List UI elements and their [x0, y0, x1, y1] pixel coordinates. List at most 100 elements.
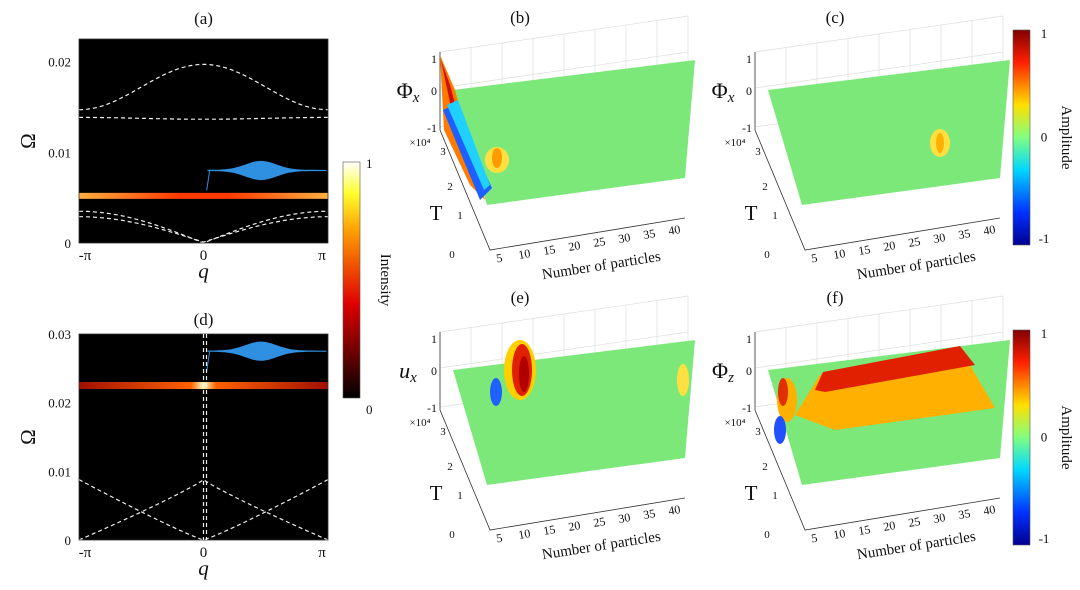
x-axis-label: Number of particles [541, 529, 662, 564]
x-tick-label: 25 [907, 514, 921, 530]
t-axis-label: T [745, 201, 758, 225]
x-tick-label: 35 [642, 506, 656, 522]
surface-ridge [815, 346, 975, 392]
t-tick-label: 2 [447, 181, 453, 193]
surface-feature [492, 148, 502, 168]
x-axis-label: Number of particles [541, 249, 662, 284]
packet-trace [206, 351, 211, 372]
x-tick-label: 20 [567, 518, 581, 534]
x-tick-label: 30 [932, 230, 946, 246]
grid-line [754, 295, 1004, 333]
heatmap-background [79, 39, 328, 243]
colorbar-tick-label: -1 [1039, 531, 1050, 546]
t-tick-label: 3 [755, 146, 761, 158]
t-tick-label: 0 [449, 249, 455, 261]
wave-packet [207, 160, 327, 181]
x-tick-label: 25 [592, 234, 606, 250]
surface-feature [519, 356, 529, 392]
grid-line [439, 15, 689, 53]
x-tick-label: 10 [832, 246, 846, 262]
surface-trough [447, 100, 490, 190]
packet-trace [206, 170, 211, 191]
x-tick-label: π [318, 545, 326, 561]
grid-line [754, 15, 1004, 53]
z-tick-label: -1 [427, 401, 437, 415]
t-scale-label: ×10⁴ [409, 417, 430, 429]
x-axis-label: Number of particles [856, 249, 977, 284]
z-tick-label: 0 [746, 84, 752, 98]
x-tick-label: 25 [907, 234, 921, 250]
axis-lines [754, 52, 1001, 251]
z-tick-label: 0 [746, 364, 752, 378]
x-axis-label: q [198, 259, 209, 283]
x-tick-label: 5 [810, 531, 818, 546]
x-tick-label: 10 [517, 246, 531, 262]
z-tick-label: 1 [431, 332, 437, 346]
y-tick-label: 0.03 [48, 327, 71, 342]
x-tick-label: 35 [642, 226, 656, 242]
colorbar-label: Intensity [377, 254, 393, 307]
t-scale-label: ×10⁴ [409, 137, 430, 149]
z-tick-label: -1 [742, 121, 752, 135]
z-axis-label: Φz [712, 358, 734, 386]
t-tick-label: 2 [762, 461, 768, 473]
z-tick-label: 0 [431, 84, 437, 98]
x-tick-label: 0 [200, 248, 208, 264]
t-tick-label: 3 [440, 146, 446, 158]
t-tick-label: 1 [772, 490, 778, 502]
z-tick-label: -1 [427, 121, 437, 135]
panel-title: (f) [827, 288, 844, 307]
z-axis-label: ux [399, 358, 417, 386]
x-tick-label: 5 [810, 251, 818, 266]
surface-feature [936, 133, 944, 153]
t-tick-label: 1 [457, 490, 463, 502]
x-axis-label: q [198, 556, 209, 580]
z-axis-label: Φx [712, 78, 735, 106]
t-axis-label: T [430, 481, 443, 505]
y-axis-label: Ω [16, 429, 40, 445]
colorbar-tick-label: -1 [1039, 231, 1050, 246]
x-tick-label: 15 [857, 522, 871, 538]
grid-line [439, 51, 689, 89]
t-tick-label: 0 [449, 529, 455, 541]
colorbar-tick-label: 1 [1041, 26, 1048, 41]
x-tick-label: 10 [517, 526, 531, 542]
x-tick-label: 0 [200, 545, 208, 561]
grid-line [754, 51, 1004, 89]
t-axis-label: T [430, 201, 443, 225]
amplitude-colorbar [1012, 29, 1031, 246]
colorbar-tick-label: 0 [1041, 430, 1048, 445]
amplitude-colorbar [1012, 329, 1031, 546]
z-tick-label: 1 [431, 52, 437, 66]
x-tick-label: -π [79, 248, 92, 264]
z-tick-label: 0 [431, 364, 437, 378]
t-scale-label: ×10⁴ [724, 137, 745, 149]
t-tick-label: 3 [440, 426, 446, 438]
x-tick-label: 30 [617, 230, 631, 246]
grid-line [439, 295, 689, 333]
axis-lines [754, 332, 1001, 531]
dispersion-curve [79, 63, 328, 111]
axis-lines [439, 332, 686, 531]
x-tick-label: 5 [495, 251, 503, 266]
surface-plane [453, 340, 695, 485]
t-scale-label: ×10⁴ [724, 417, 745, 429]
t-tick-label: 3 [755, 426, 761, 438]
x-tick-label: 20 [882, 518, 896, 534]
x-tick-label: 35 [957, 226, 971, 242]
z-axis-label: Φx [397, 78, 420, 106]
t-tick-label: 1 [772, 210, 778, 222]
colorbar-label: Amplitude [1058, 105, 1074, 170]
dispersion-curve [78, 478, 329, 541]
x-tick-label: 40 [982, 502, 996, 518]
x-tick-label: 40 [667, 502, 681, 518]
y-tick-label: 0 [65, 533, 72, 548]
colorbar-tick-label: 1 [1041, 326, 1048, 341]
x-tick-label: 40 [982, 222, 996, 238]
surface-feature [778, 378, 788, 406]
x-tick-label: 20 [882, 238, 896, 254]
panel-title: (c) [826, 8, 845, 27]
x-tick-label: 15 [542, 522, 556, 538]
y-axis-label: Ω [16, 133, 40, 149]
